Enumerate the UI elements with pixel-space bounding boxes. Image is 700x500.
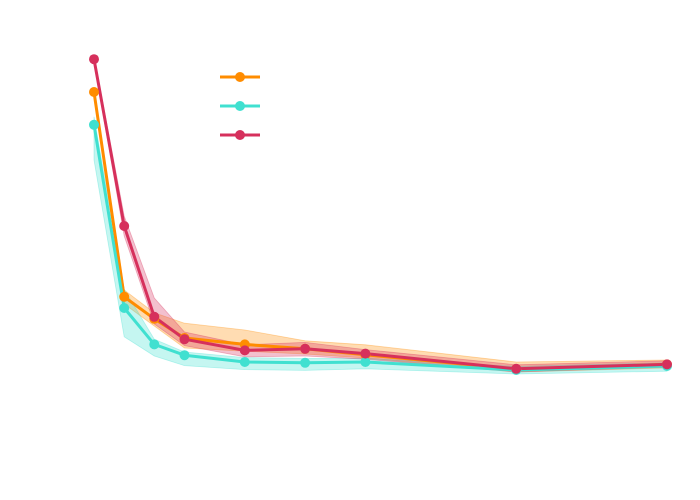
legend-series-2-marker bbox=[235, 101, 245, 111]
series-3-point bbox=[239, 345, 250, 356]
confidence-bands bbox=[93, 55, 668, 375]
series-points bbox=[89, 54, 672, 375]
legend bbox=[220, 72, 260, 140]
series-2-point bbox=[89, 119, 99, 130]
series-3-point bbox=[662, 359, 672, 370]
series-2-point bbox=[179, 350, 190, 361]
legend-series-1-marker bbox=[235, 72, 245, 82]
series-3-point bbox=[360, 348, 371, 359]
series-3-point bbox=[119, 221, 130, 231]
legend-series-3-marker bbox=[235, 130, 245, 140]
series-3-point bbox=[179, 334, 190, 345]
series-2-point bbox=[300, 357, 311, 368]
series-2-point bbox=[360, 357, 371, 367]
series-3-point bbox=[511, 363, 522, 374]
series-3-point bbox=[89, 54, 99, 65]
series-2-point bbox=[149, 339, 160, 350]
series-2-point bbox=[119, 303, 130, 313]
series-2-point bbox=[239, 357, 250, 367]
series-3-point bbox=[300, 343, 311, 354]
series-3-point bbox=[149, 311, 160, 322]
series-1-point bbox=[89, 87, 99, 97]
series-1-point bbox=[119, 291, 130, 302]
